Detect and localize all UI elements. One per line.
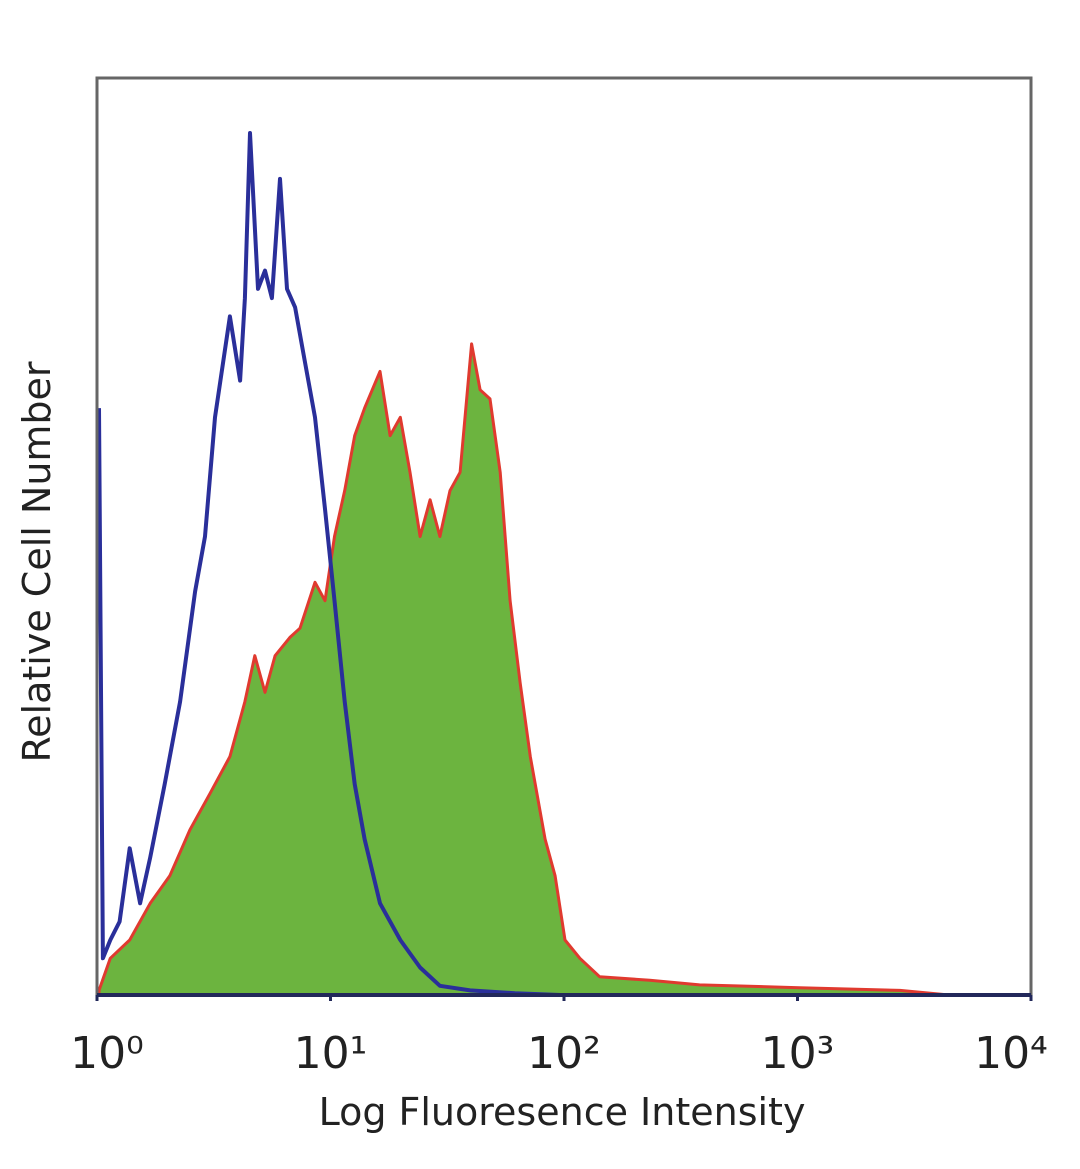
histogram-area — [97, 342, 1033, 997]
histogram-line — [97, 131, 1031, 997]
x-tick-label: 10⁰ — [70, 1028, 144, 1079]
x-tick-label: 10¹ — [294, 1028, 368, 1079]
x-tick-label: 10² — [527, 1028, 601, 1079]
x-tick-label: 10³ — [761, 1028, 835, 1079]
x-axis-title: Log Fluoresence Intensity — [319, 1090, 806, 1134]
x-tick-label: 10⁴ — [974, 1028, 1048, 1079]
y-axis-title: Relative Cell Number — [15, 361, 59, 762]
